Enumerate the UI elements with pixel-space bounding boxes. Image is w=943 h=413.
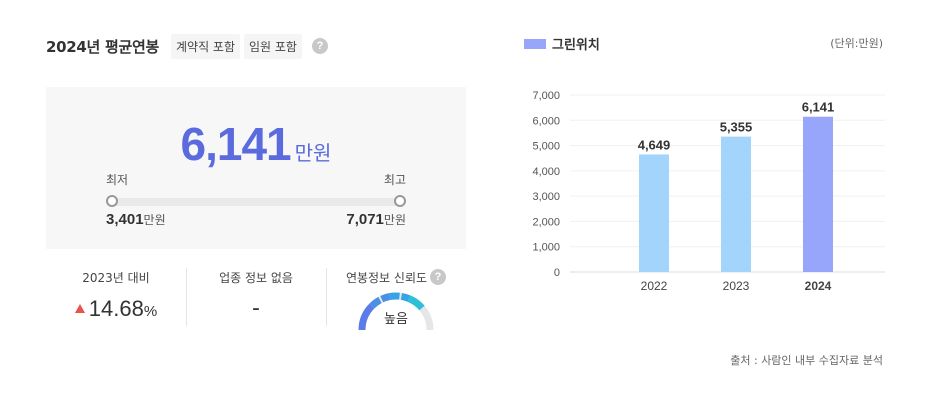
min-salary-value: 3,401: [106, 211, 144, 228]
x-tick-label: 2024: [805, 279, 832, 293]
tag-contract: 계약직 포함: [170, 33, 240, 59]
max-salary-unit: 만원: [383, 213, 406, 227]
average-salary-value: 6,141: [180, 118, 292, 170]
y-tick-label: 7,000: [532, 90, 560, 102]
average-salary: 6,141 만원: [46, 117, 466, 171]
bar-value-label: 4,649: [638, 137, 671, 152]
yoy-change: 14.68%: [46, 296, 186, 322]
max-salary: 7,071만원: [346, 211, 406, 228]
x-tick-label: 2023: [723, 279, 750, 293]
range-max-handle: [394, 195, 406, 207]
bar: [721, 136, 751, 272]
min-salary-unit: 만원: [143, 213, 166, 227]
y-tick-label: 1,000: [532, 242, 560, 254]
reliability-value: 높음: [384, 312, 408, 327]
salary-range-track: [112, 198, 400, 206]
chart-legend: 그린위치: [524, 34, 600, 53]
reliability-help-icon[interactable]: ?: [430, 269, 447, 285]
y-tick-label: 2,000: [532, 216, 560, 228]
up-triangle-icon: [74, 304, 85, 313]
page-title: 2024년 평균연봉: [46, 37, 159, 56]
bar: [803, 116, 833, 272]
industry-label: 업종 정보 없음: [219, 270, 293, 285]
y-tick-label: 0: [554, 267, 560, 279]
salary-summary: 6,141 만원 최저 최고 3,401만원 7,071만원: [46, 87, 466, 249]
range-min-handle: [106, 195, 118, 207]
min-label: 최저: [106, 173, 129, 187]
source-note: 출처 : 사람인 내부 수집자료 분석: [730, 354, 883, 367]
yoy-change-value: 14.68: [88, 296, 144, 321]
gauge-arc-icon: [358, 292, 434, 331]
yoy-change-stat: 2023년 대비 14.68%: [46, 268, 186, 322]
industry-value: -: [252, 296, 260, 321]
legend-label: 그린위치: [552, 38, 600, 53]
bar: [639, 154, 669, 272]
reliability-label: 연봉정보 신뢰도: [345, 270, 428, 285]
section-header: 2024년 평균연봉 계약직 포함 임원 포함 ?: [46, 33, 328, 59]
y-tick-label: 3,000: [532, 191, 560, 203]
max-salary-value: 7,071: [346, 211, 384, 228]
x-tick-label: 2022: [641, 279, 668, 293]
y-tick-label: 4,000: [532, 166, 560, 178]
yoy-change-label: 2023년 대비: [82, 270, 150, 285]
bar-value-label: 5,355: [720, 120, 753, 135]
average-salary-unit: 만원: [294, 141, 332, 165]
bar-value-label: 6,141: [802, 100, 835, 115]
y-tick-label: 5,000: [532, 141, 560, 153]
help-icon[interactable]: ?: [311, 38, 328, 54]
min-salary: 3,401만원: [106, 211, 166, 228]
industry-stat: 업종 정보 없음 -: [186, 268, 326, 322]
yoy-change-unit: %: [143, 303, 158, 320]
reliability-header: 연봉정보 신뢰도 ?: [326, 268, 466, 286]
max-label: 최고: [383, 173, 406, 187]
reliability-stat: 연봉정보 신뢰도 ? 높음: [326, 268, 466, 332]
legend-swatch: [524, 38, 546, 49]
y-tick-label: 6,000: [532, 115, 560, 127]
salary-bar-chart: 7,000 6,000 5,000 4,000 3,000 2,000 1,000 0 4,64…: [532, 90, 885, 293]
unit-note: (단위:만원): [830, 37, 883, 50]
tag-executive: 임원 포함: [244, 33, 302, 59]
stat-divider: [326, 268, 327, 326]
reliability-gauge: 높음: [356, 292, 436, 332]
stat-divider: [186, 268, 187, 326]
